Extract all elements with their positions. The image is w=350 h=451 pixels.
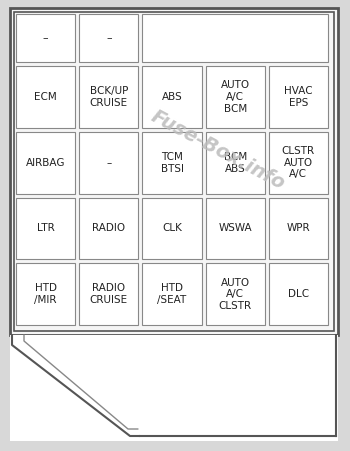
Bar <box>79 14 138 62</box>
Text: HVAC
EPS: HVAC EPS <box>284 86 313 108</box>
Bar <box>142 14 328 62</box>
Bar <box>269 66 328 128</box>
Text: RADIO
CRUISE: RADIO CRUISE <box>90 283 128 305</box>
Bar <box>269 132 328 193</box>
Text: CLSTR
AUTO
A/C: CLSTR AUTO A/C <box>282 146 315 179</box>
Bar <box>14 12 334 331</box>
Bar <box>142 263 202 325</box>
Text: AUTO
A/C
BCM: AUTO A/C BCM <box>220 80 250 114</box>
Bar <box>269 263 328 325</box>
Bar <box>205 198 265 259</box>
Bar <box>79 66 138 128</box>
Bar <box>16 132 75 193</box>
Text: BCM
ABS: BCM ABS <box>224 152 247 174</box>
Bar <box>205 66 265 128</box>
Text: ECM: ECM <box>34 92 57 102</box>
Bar <box>79 198 138 259</box>
Bar <box>16 14 75 62</box>
Text: ABS: ABS <box>162 92 182 102</box>
Text: WPR: WPR <box>287 223 310 234</box>
Bar <box>16 263 75 325</box>
Bar <box>142 198 202 259</box>
Bar <box>10 335 338 441</box>
Text: AUTO
A/C
CLSTR: AUTO A/C CLSTR <box>219 277 252 311</box>
Text: TCM
BTSI: TCM BTSI <box>161 152 183 174</box>
Bar <box>79 132 138 193</box>
Bar <box>205 132 265 193</box>
Text: HTD
/MIR: HTD /MIR <box>34 283 57 305</box>
Bar <box>16 66 75 128</box>
Bar <box>205 263 265 325</box>
Text: –: – <box>106 158 111 168</box>
Text: LTR: LTR <box>37 223 55 234</box>
Bar <box>79 263 138 325</box>
Bar <box>10 8 338 335</box>
Bar <box>142 132 202 193</box>
Bar <box>16 198 75 259</box>
Text: HTD
/SEAT: HTD /SEAT <box>158 283 187 305</box>
Bar <box>142 66 202 128</box>
Text: –: – <box>43 33 48 43</box>
Text: CLK: CLK <box>162 223 182 234</box>
Bar <box>269 198 328 259</box>
Text: BCK/UP
CRUISE: BCK/UP CRUISE <box>90 86 128 108</box>
Text: RADIO: RADIO <box>92 223 125 234</box>
Text: –: – <box>106 33 112 43</box>
Text: DLC: DLC <box>288 289 309 299</box>
Text: WSWA: WSWA <box>218 223 252 234</box>
Text: AIRBAG: AIRBAG <box>26 158 65 168</box>
Text: Fuse-Box.info: Fuse-Box.info <box>148 106 288 193</box>
